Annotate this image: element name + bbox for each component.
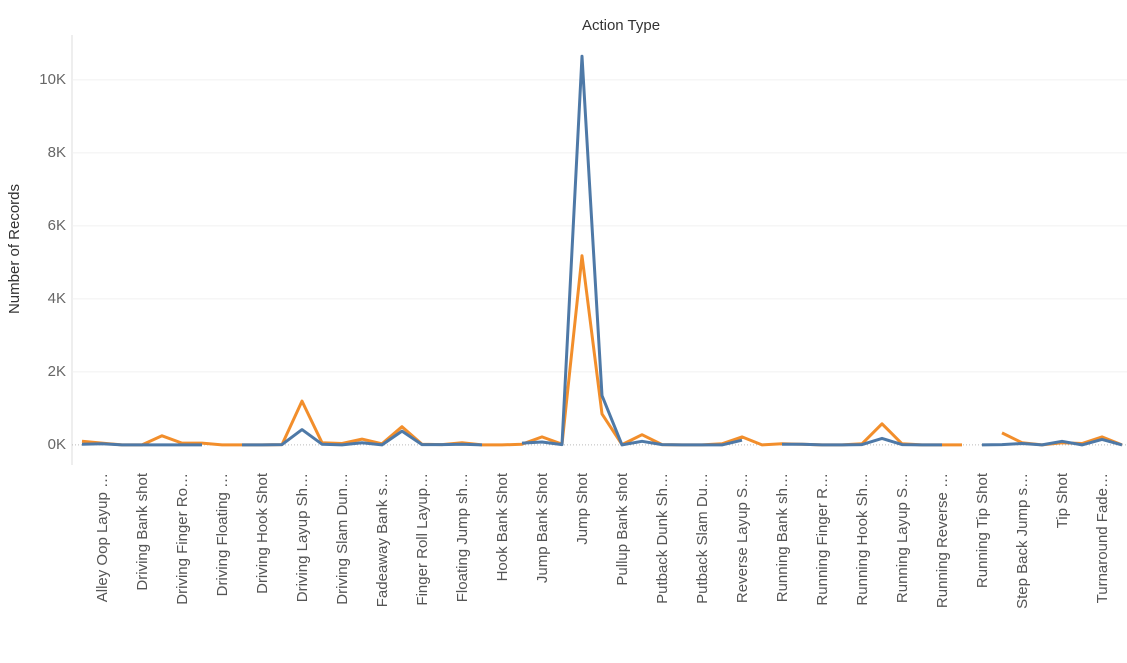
y-axis-label: Number of Records [6,184,23,314]
x-tick-label: Finger Roll Layup… [414,473,431,606]
series-line [81,254,1123,447]
x-tick-label: Driving Layup Sh… [294,473,311,602]
x-tick-label: Running Layup S… [894,473,911,603]
x-tick-label: Turnaround Fade… [1094,473,1111,603]
x-tick-label: Hook Bank Shot [494,472,511,581]
x-tick-label: Jump Shot [574,472,591,545]
x-tick-label: Fadeaway Bank s… [374,473,391,607]
x-tick-label: Jump Bank Shot [534,472,551,583]
x-tick-label: Step Back Jump s… [1014,473,1031,609]
series-line [81,54,1123,447]
x-tick-label: Pullup Bank shot [614,472,631,585]
x-tick-label: Running Reverse … [934,473,951,608]
x-tick-label: Floating Jump sh… [454,473,471,602]
y-tick-label: 10K [39,71,66,88]
x-tick-label: Putback Slam Du… [694,473,711,604]
x-tick-label: Driving Slam Dun… [334,473,351,605]
chart-title: Action Type [582,17,660,34]
x-tick-label: Reverse Layup S… [734,473,751,603]
x-tick-label: Running Hook Sh… [854,473,871,606]
y-tick-label: 4K [48,290,66,307]
y-tick-label: 0K [48,436,66,453]
x-tick-label: Putback Dunk Sh… [654,473,671,604]
x-tick-label: Tip Shot [1054,472,1071,528]
x-tick-label: Running Finger R… [814,473,831,606]
x-tick-label: Running Bank sh… [774,473,791,602]
x-tick-label: Running Tip Shot [974,472,991,588]
x-tick-label: Alley Oop Layup … [94,473,111,602]
y-tick-label: 2K [48,363,66,380]
y-tick-label: 8K [48,144,66,161]
x-tick-label: Driving Finger Ro… [174,473,191,605]
x-tick-label: Driving Hook Shot [254,472,271,594]
x-tick-label: Driving Floating … [214,473,231,596]
y-tick-label: 6K [48,217,66,234]
x-tick-label: Driving Bank shot [134,472,151,590]
